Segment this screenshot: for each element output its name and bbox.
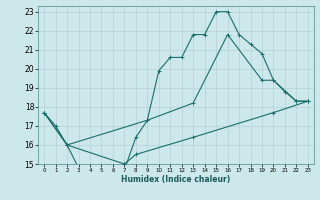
X-axis label: Humidex (Indice chaleur): Humidex (Indice chaleur)	[121, 175, 231, 184]
